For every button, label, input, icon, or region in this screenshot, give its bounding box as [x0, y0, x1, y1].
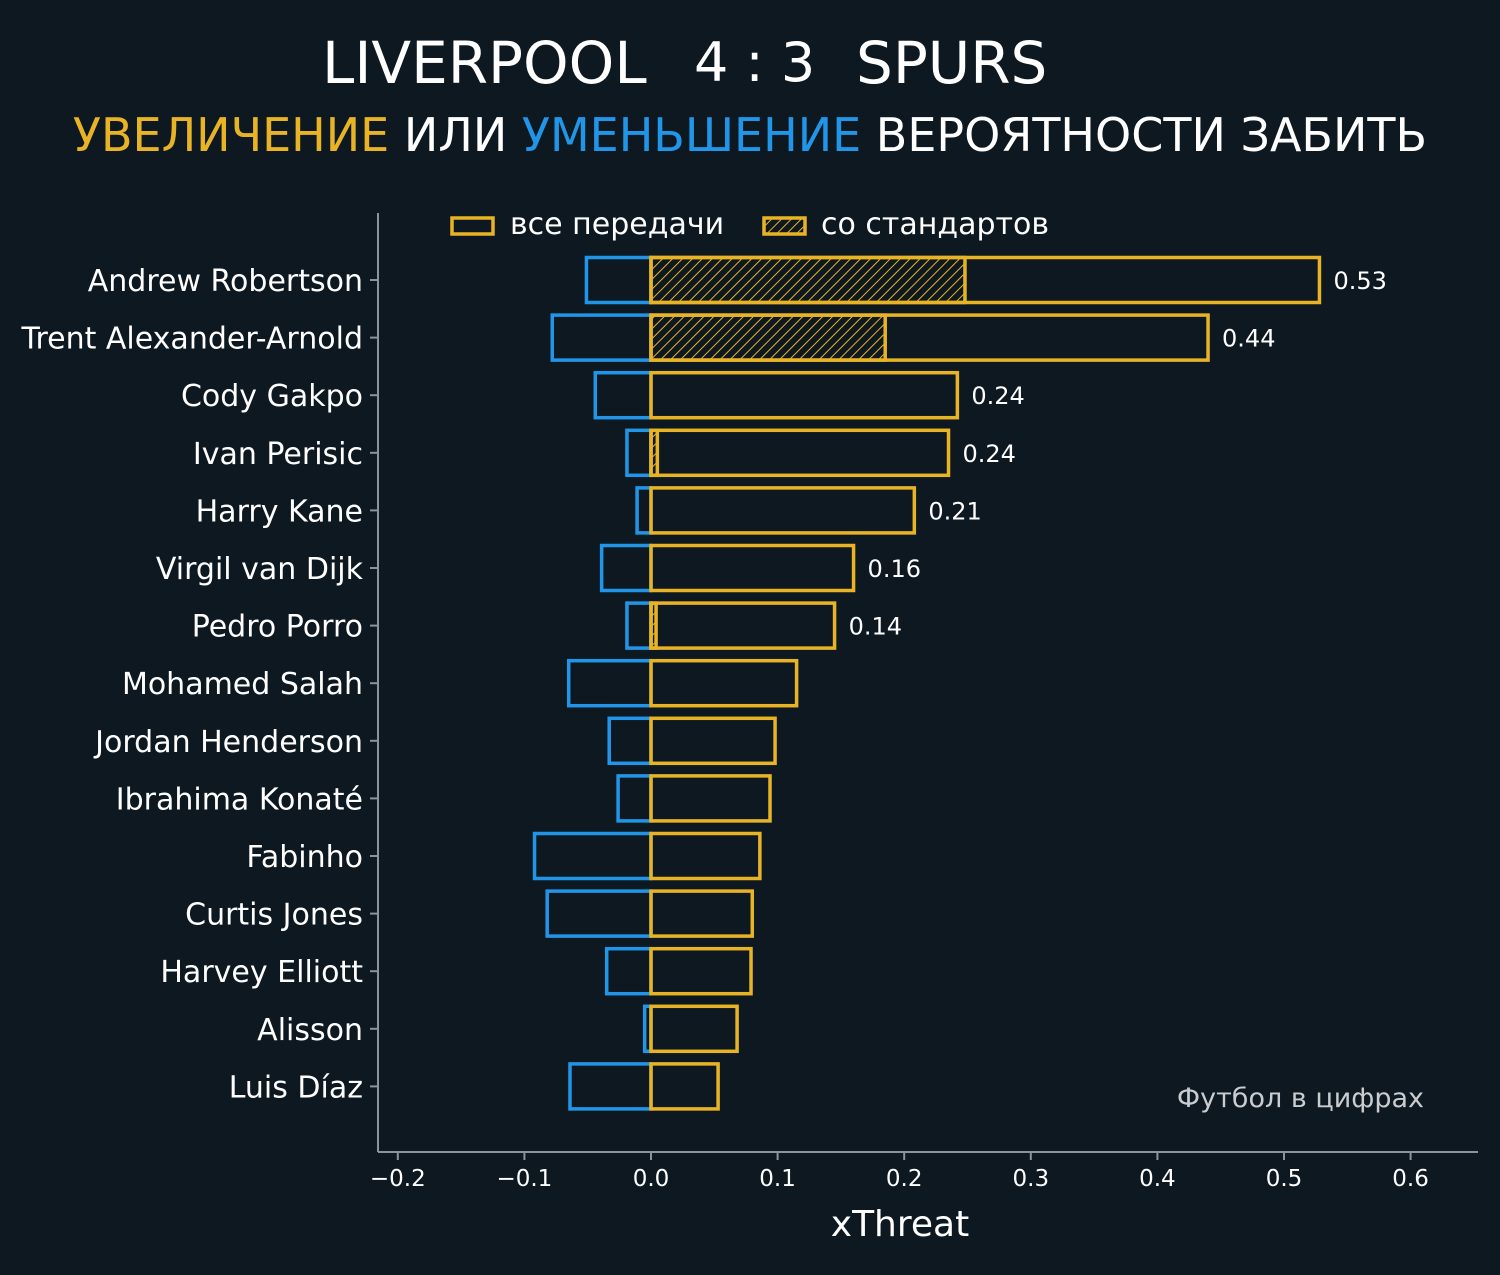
value-label: 0.21	[928, 497, 981, 525]
player-name-label: Cody Gakpo	[181, 379, 363, 414]
decrease-bar	[604, 946, 653, 996]
player-name-label: Curtis Jones	[185, 898, 363, 933]
value-label: 0.16	[868, 555, 921, 583]
x-tick-label: 0.0	[633, 1166, 670, 1192]
player-name-label: Luis Díaz	[229, 1070, 363, 1105]
all-passes-bar	[649, 831, 762, 881]
set-piece-bar	[649, 313, 887, 362]
away-team-name: SPURS	[856, 29, 1048, 97]
decrease-bar	[550, 313, 653, 362]
all-passes-bar	[649, 1004, 739, 1054]
subtitle-increase: УВЕЛИЧЕНИЕ	[72, 108, 390, 162]
subtitle-decrease: УМЕНЬШЕНИЕ	[521, 108, 862, 162]
all-passes-bar	[649, 716, 777, 766]
player-name-label: Andrew Robertson	[88, 264, 363, 299]
decrease-bar	[625, 428, 653, 478]
chart-axes: −0.2 −0.1 0.0 0.1 0.2 0.3 0.4 0.5 0.6 xThreat	[370, 213, 1478, 1245]
decrease-bar	[635, 486, 653, 535]
all-passes-bar	[649, 486, 917, 535]
player-name-label: Harry Kane	[196, 494, 363, 529]
chart-labels: Andrew Robertson 0.53 Trent Alexander-Arno…	[21, 264, 1387, 1105]
all-passes-bar	[649, 1062, 720, 1111]
player-name-label: Harvey Elliott	[160, 955, 363, 990]
player-name-label: Virgil van Dijk	[156, 552, 364, 587]
home-team-name: LIVERPOOL	[322, 29, 647, 97]
player-name-label: Pedro Porro	[192, 610, 363, 645]
all-passes-bar	[649, 313, 1210, 362]
all-passes-bar	[649, 543, 856, 593]
legend-label-all-passes: все передачи	[510, 207, 724, 242]
all-passes-bar	[649, 889, 755, 938]
decrease-bar	[566, 658, 653, 708]
value-label: 0.24	[971, 382, 1024, 410]
decrease-bar	[584, 255, 653, 305]
chart-bars	[532, 255, 1322, 1111]
chart-legend: все передачи со стандартов	[450, 207, 1049, 242]
value-label: 0.24	[963, 440, 1016, 468]
legend-swatch-all-passes	[450, 216, 495, 236]
value-label: 0.44	[1222, 325, 1275, 353]
x-tick-label: 0.6	[1392, 1166, 1429, 1192]
all-passes-bar	[649, 946, 753, 996]
player-name-label: Mohamed Salah	[122, 667, 363, 702]
x-tick-label: 0.1	[759, 1166, 796, 1192]
decrease-bar	[625, 601, 653, 650]
x-tick-label: 0.4	[1139, 1166, 1176, 1192]
set-piece-bar	[649, 255, 967, 305]
player-name-label: Ibrahima Konaté	[116, 782, 363, 817]
x-tick-label: −0.1	[496, 1166, 552, 1192]
match-score: 4 : 3	[694, 31, 816, 94]
match-title: LIVERPOOL 4 : 3 SPURS	[0, 28, 1370, 98]
player-name-label: Fabinho	[246, 840, 363, 875]
all-passes-bar	[649, 658, 799, 708]
subtitle-rest: ВЕРОЯТНОСТИ ЗАБИТЬ	[875, 108, 1428, 162]
x-axis-label: xThreat	[831, 1204, 969, 1245]
decrease-bar	[593, 370, 653, 420]
all-passes-bar	[649, 601, 837, 650]
player-name-label: Alisson	[257, 1013, 363, 1048]
all-passes-bar	[649, 255, 1322, 305]
all-passes-bar	[649, 370, 960, 420]
player-name-label: Jordan Henderson	[93, 725, 363, 760]
value-label: 0.53	[1333, 267, 1386, 295]
decrease-bar	[599, 543, 653, 593]
decrease-bar	[532, 831, 653, 881]
player-name-label: Ivan Perisic	[193, 437, 363, 472]
x-tick-label: 0.5	[1266, 1166, 1303, 1192]
player-name-label: Trent Alexander-Arnold	[21, 322, 363, 357]
legend-swatch-set-pieces	[762, 216, 807, 236]
all-passes-bar	[649, 428, 951, 478]
x-tick-label: 0.2	[886, 1166, 923, 1192]
chart-subtitle: УВЕЛИЧЕНИЕ ИЛИ УМЕНЬШЕНИЕ ВЕРОЯТНОСТИ ЗА…	[0, 105, 1500, 165]
decrease-bar	[545, 889, 653, 938]
decrease-bar	[607, 716, 653, 766]
x-tick-label: 0.3	[1013, 1166, 1050, 1192]
all-passes-bar	[649, 774, 772, 823]
decrease-bar	[616, 774, 653, 823]
value-label: 0.14	[849, 613, 902, 641]
legend-label-set-pieces: со стандартов	[821, 207, 1049, 242]
x-tick-label: −0.2	[370, 1166, 426, 1192]
decrease-bar	[568, 1062, 653, 1111]
subtitle-or: ИЛИ	[403, 108, 508, 162]
watermark-text: Футбол в цифрах	[1177, 1083, 1424, 1114]
